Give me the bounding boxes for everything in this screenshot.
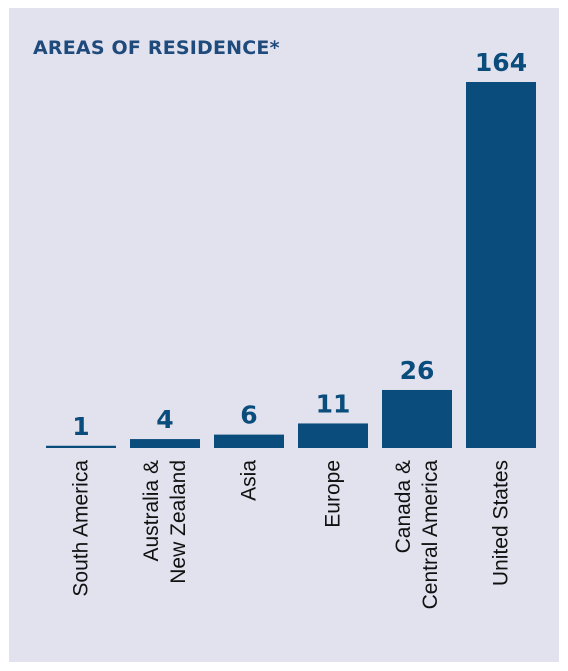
value-label-south-america: 1: [72, 412, 89, 441]
category-label-australia-and-new-zealand: Australia & New Zealand: [140, 460, 190, 584]
category-label-line: Canada &: [392, 460, 415, 553]
bar-asia: [214, 434, 284, 448]
category-label-line: Australia &: [140, 460, 163, 562]
category-label-line: New Zealand: [167, 460, 190, 584]
value-label-canada-and-central-america: 26: [400, 356, 435, 385]
category-label-canada-and-central-america: Canada & Central America: [392, 460, 442, 610]
category-label-line: Europe: [322, 460, 345, 528]
bar-australia-and-new-zealand: [130, 439, 200, 448]
category-label-asia: Asia: [238, 460, 261, 501]
value-label-europe: 11: [316, 389, 351, 418]
bar-europe: [298, 423, 368, 448]
category-label-line: United States: [490, 460, 513, 586]
value-label-united-states: 164: [475, 48, 527, 77]
category-label-europe: Europe: [322, 460, 345, 528]
category-label-south-america: South America: [70, 460, 93, 597]
category-label-line: South America: [70, 460, 93, 597]
bar-united-states: [466, 82, 536, 448]
category-label-united-states: United States: [490, 460, 513, 586]
bar-south-america: [46, 445, 116, 448]
chart-title: AREAS OF RESIDENCE*: [33, 37, 280, 59]
value-label-asia: 6: [240, 401, 257, 430]
bar-canada-and-central-america: [382, 389, 452, 448]
category-label-line: Asia: [238, 460, 261, 501]
category-label-line: Central America: [419, 460, 442, 610]
value-label-australia-and-new-zealand: 4: [156, 405, 173, 434]
